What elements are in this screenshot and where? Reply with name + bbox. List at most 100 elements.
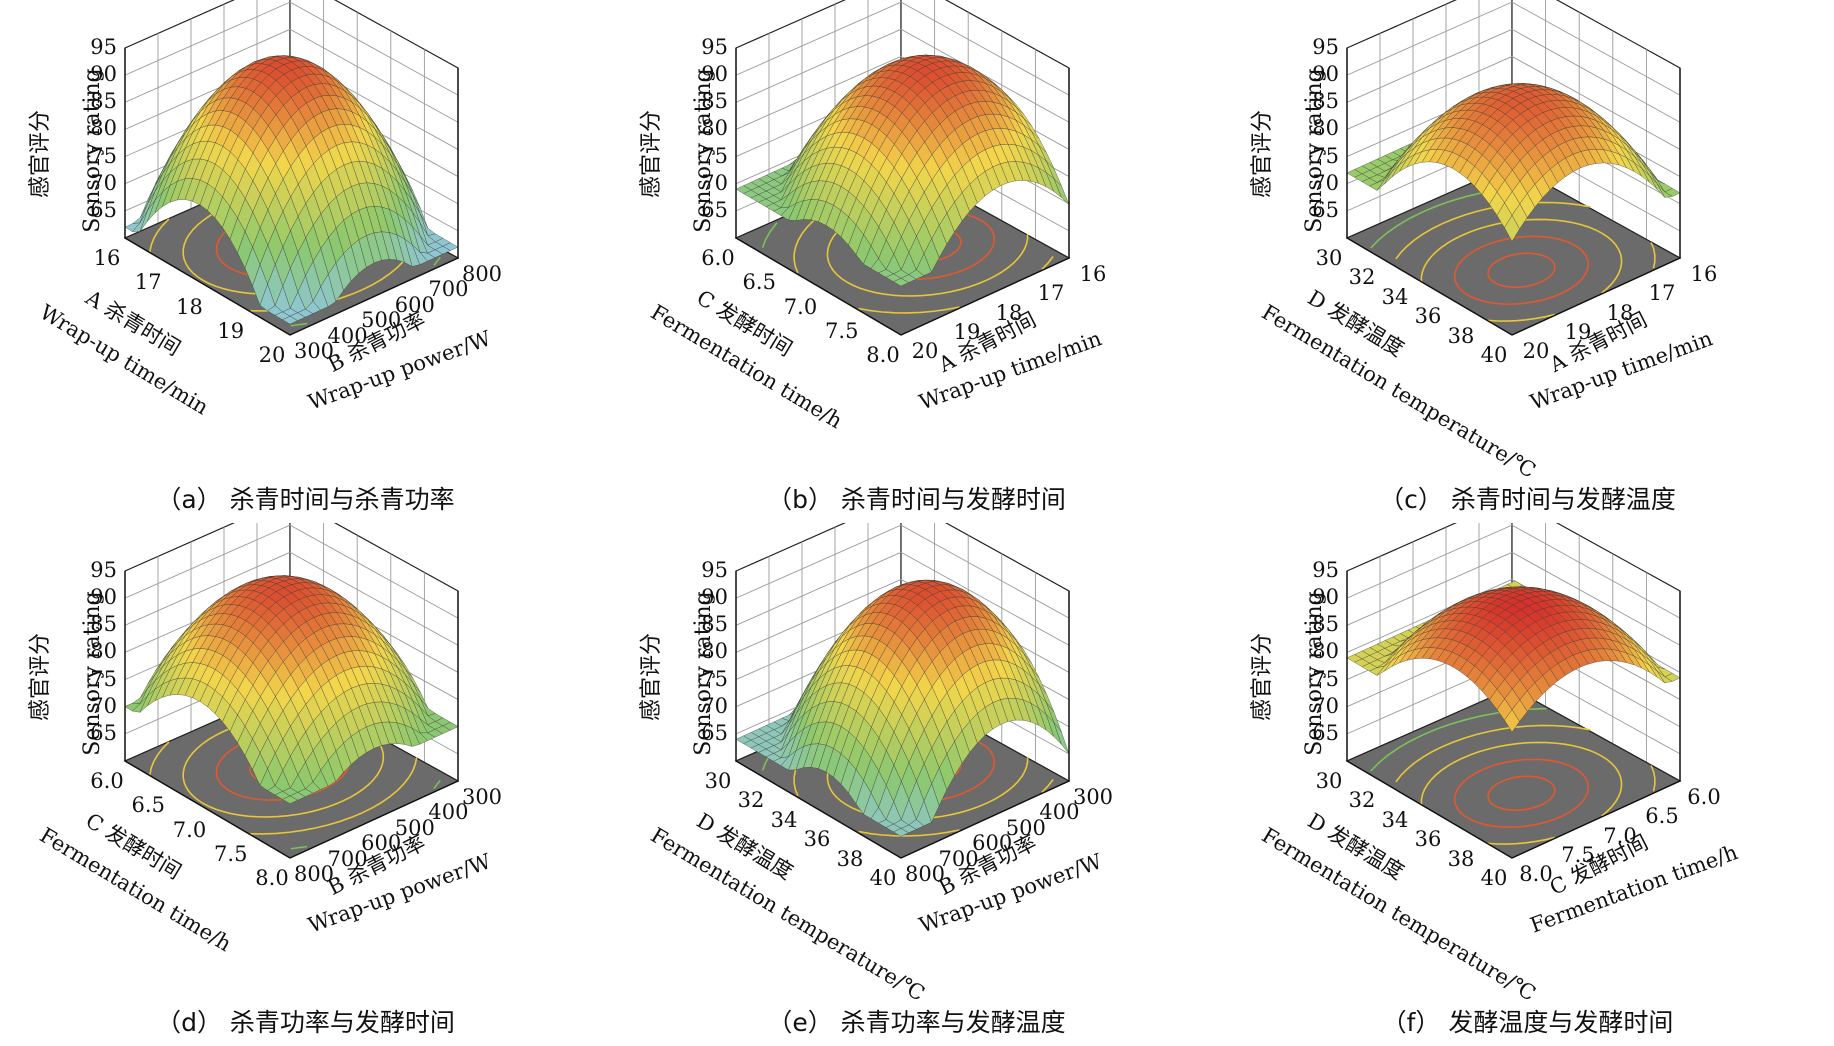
left-axis-tick: 40 bbox=[869, 866, 897, 890]
left-axis-tick: 32 bbox=[737, 788, 765, 813]
wall-gridline bbox=[1346, 28, 1681, 123]
right-axis-tick: 6.0 bbox=[1687, 785, 1721, 809]
left-axis-tick: 16 bbox=[93, 246, 121, 270]
axis-box bbox=[735, 48, 1070, 336]
axis-box bbox=[735, 571, 1070, 859]
right-axis-tick: 300 bbox=[293, 339, 335, 363]
wall-gridline bbox=[1346, 55, 1681, 150]
z-tick-label: 75 bbox=[701, 666, 728, 691]
wall-gridline bbox=[735, 28, 1070, 123]
z-axis-title: 感官评分 Sensory rating bbox=[28, 68, 105, 233]
left-axis-tick: 36 bbox=[803, 827, 831, 852]
right-axis-tick: 400 bbox=[327, 323, 368, 348]
contour-line bbox=[1487, 775, 1556, 811]
z-axis-title: 感官评分 Sensory rating bbox=[639, 68, 716, 233]
z-tick-label: 90 bbox=[1312, 585, 1339, 610]
right-axis-tick: 7.5 bbox=[1561, 842, 1595, 867]
surface-plot-a bbox=[123, 0, 460, 336]
z-tick-label: 65 bbox=[90, 720, 117, 745]
wall-gridline bbox=[1346, 1, 1681, 96]
z-tick-label: 80 bbox=[1312, 639, 1339, 664]
right-axis-tick: 700 bbox=[428, 277, 469, 302]
contour-line bbox=[1650, 765, 1656, 792]
z-tick-label: 80 bbox=[1312, 116, 1339, 141]
response-surface bbox=[124, 575, 459, 804]
z-tick-label: 85 bbox=[701, 612, 728, 637]
chart-panel-c: 65 70 75 80 85 90 95 感官评分 Sensory rating 30 32 34 36… bbox=[1222, 0, 1833, 523]
left-axis-tick: 36 bbox=[1414, 304, 1442, 329]
contour-line bbox=[290, 322, 308, 327]
right-axis-tick: 18 bbox=[995, 300, 1023, 325]
right-axis-tick: 600 bbox=[361, 831, 402, 856]
wall-gridline bbox=[1346, 524, 1681, 619]
wall-gridline bbox=[735, 551, 1070, 646]
z-tick-label: 65 bbox=[1312, 197, 1339, 222]
left-axis-tick: 30 bbox=[1315, 769, 1343, 793]
z-tick-label: 70 bbox=[90, 170, 117, 195]
z-axis-title: 感官评分 Sensory rating bbox=[28, 591, 105, 756]
contour-line bbox=[858, 306, 960, 314]
z-tick-label: 80 bbox=[90, 116, 117, 141]
right-axis-tick: 19 bbox=[1564, 319, 1592, 344]
surface-plot-e bbox=[734, 523, 1071, 859]
contour-line bbox=[1420, 218, 1623, 294]
left-axis-tick: 7.0 bbox=[783, 294, 818, 319]
z-tick-label: 95 bbox=[701, 558, 728, 582]
right-axis-tick: 500 bbox=[394, 815, 435, 840]
right-axis-tick: 6.5 bbox=[1645, 804, 1679, 829]
left-axis-tick: 32 bbox=[1348, 265, 1376, 290]
chart-panel-d: 65 70 75 80 85 90 95 感官评分 Sensory rating 6.0 6.5 7.… bbox=[0, 523, 611, 1046]
z-tick-label: 70 bbox=[1312, 693, 1339, 718]
axis-box bbox=[124, 48, 459, 336]
z-tick-label: 90 bbox=[701, 62, 728, 87]
left-axis-tick: 38 bbox=[1447, 323, 1475, 348]
left-axis-tick: 18 bbox=[176, 294, 203, 319]
contour-line bbox=[1041, 255, 1054, 270]
axis-box bbox=[1346, 48, 1681, 336]
left-axis-tick: 7.5 bbox=[825, 318, 859, 343]
right-axis-tick: 800 bbox=[904, 862, 946, 886]
z-tick-label: 80 bbox=[90, 639, 117, 664]
chart-panel-e: 65 70 75 80 85 90 95 感官评分 Sensory rating 30 32 34 36… bbox=[611, 523, 1222, 1046]
z-tick-label: 80 bbox=[701, 116, 728, 141]
z-tick-label: 75 bbox=[90, 143, 117, 168]
left-axis-tick: 40 bbox=[1480, 343, 1508, 367]
z-tick-label: 70 bbox=[701, 170, 728, 195]
contour-line bbox=[250, 811, 363, 835]
right-axis-tick: 16 bbox=[1690, 262, 1718, 286]
right-axis-tick: 600 bbox=[972, 831, 1013, 856]
surface-plot-d bbox=[123, 523, 460, 859]
z-tick-label: 75 bbox=[1312, 143, 1339, 168]
z-tick-label: 90 bbox=[701, 585, 728, 610]
wall-gridline bbox=[735, 1, 1070, 96]
left-axis-tick: 20 bbox=[258, 343, 286, 367]
response-surface bbox=[735, 54, 1070, 287]
contour-line bbox=[1650, 242, 1656, 269]
z-tick-label: 95 bbox=[701, 35, 728, 59]
contour-line bbox=[1487, 836, 1556, 845]
z-tick-label: 85 bbox=[701, 89, 728, 114]
contour-line bbox=[1395, 724, 1591, 783]
right-axis-tick: 400 bbox=[428, 800, 469, 825]
contour-line bbox=[1395, 201, 1591, 260]
panel-caption-f: （f） 发酵温度与发酵时间 bbox=[1381, 1008, 1674, 1037]
contour-line bbox=[362, 757, 418, 814]
contour-line bbox=[290, 845, 308, 850]
left-axis-tick: 32 bbox=[1348, 788, 1376, 813]
z-tick-label: 70 bbox=[701, 693, 728, 718]
z-tick-label: 75 bbox=[90, 666, 117, 691]
right-axis-tick: 700 bbox=[327, 846, 368, 871]
left-axis-tick: 7.5 bbox=[214, 841, 248, 866]
left-axis-tick: 30 bbox=[1315, 246, 1343, 270]
wall-gridline bbox=[124, 28, 459, 123]
left-axis-tick: 7.0 bbox=[172, 817, 207, 842]
right-axis-tick: 16 bbox=[1079, 262, 1107, 286]
panel-caption-a: （a） 杀青时间与杀青功率 bbox=[156, 485, 455, 514]
left-axis-tick: 8.0 bbox=[866, 343, 900, 367]
right-axis-tick: 700 bbox=[938, 846, 979, 871]
response-surface bbox=[735, 579, 1070, 837]
contour-line bbox=[858, 829, 960, 837]
right-axis-tick: 20 bbox=[911, 339, 939, 363]
chart-panel-b: 65 70 75 80 85 90 95 感官评分 Sensory rating 6.0 6.5 7.… bbox=[611, 0, 1222, 523]
contour-line bbox=[182, 714, 385, 818]
